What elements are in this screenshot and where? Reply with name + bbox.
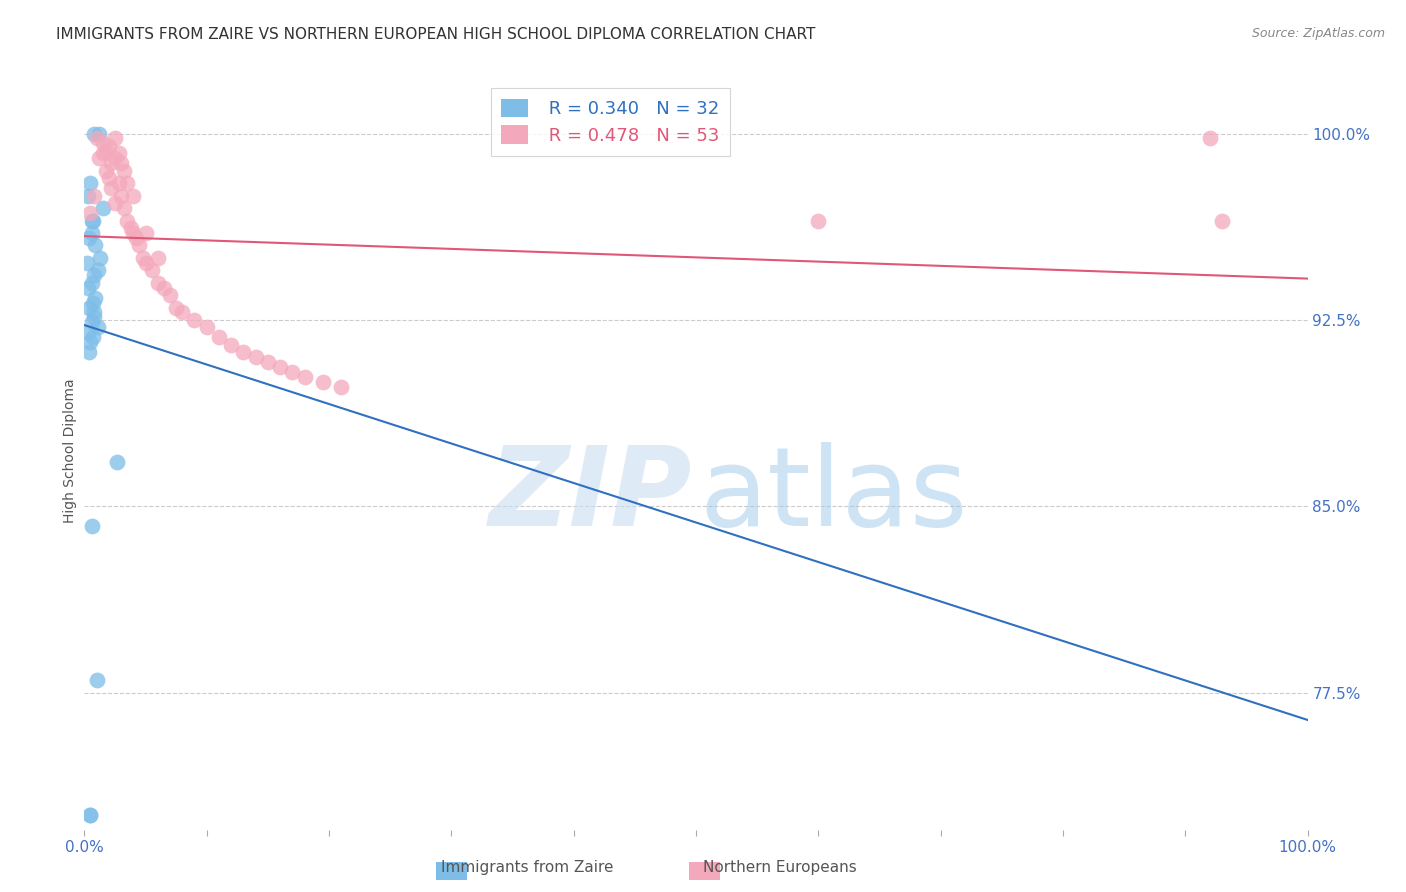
Point <box>76 256 98 270</box>
Point <box>122 188 145 202</box>
Point <box>97 171 120 186</box>
Point <box>128 238 150 252</box>
Point <box>112 201 135 215</box>
Legend:  R = 0.340   N = 32,  R = 0.478   N = 53: R = 0.340 N = 32, R = 0.478 N = 53 <box>491 88 730 155</box>
Point <box>153 280 176 294</box>
Point <box>104 196 127 211</box>
Point <box>87 320 110 334</box>
Point <box>122 226 145 240</box>
Point <box>312 375 335 389</box>
Point <box>100 156 122 170</box>
Point <box>294 370 316 384</box>
Point <box>105 455 128 469</box>
Point <box>807 213 830 227</box>
Point <box>79 176 101 190</box>
Point <box>125 231 148 245</box>
Point <box>77 301 100 315</box>
Point <box>159 288 181 302</box>
Point <box>79 206 101 220</box>
Point <box>120 221 142 235</box>
Point <box>79 807 101 822</box>
Y-axis label: High School Diploma: High School Diploma <box>63 378 77 523</box>
Text: IMMIGRANTS FROM ZAIRE VS NORTHERN EUROPEAN HIGH SCHOOL DIPLOMA CORRELATION CHART: IMMIGRANTS FROM ZAIRE VS NORTHERN EUROPE… <box>56 27 815 42</box>
Point <box>82 213 104 227</box>
Point <box>77 345 100 359</box>
Point <box>107 176 129 190</box>
Point <box>80 213 103 227</box>
Point <box>80 276 103 290</box>
Point <box>82 295 104 310</box>
Point <box>86 131 108 145</box>
Text: Immigrants from Zaire: Immigrants from Zaire <box>441 861 613 875</box>
Point <box>77 280 100 294</box>
Point <box>77 231 100 245</box>
Point <box>83 310 105 325</box>
Point <box>115 213 138 227</box>
Point <box>97 139 120 153</box>
Point <box>132 251 155 265</box>
Point <box>172 305 194 319</box>
Point <box>208 330 231 344</box>
Point <box>83 305 105 319</box>
Point <box>257 355 280 369</box>
Point <box>146 276 169 290</box>
Point <box>232 345 254 359</box>
Point <box>80 519 103 533</box>
Point <box>86 673 108 688</box>
Point <box>91 136 114 151</box>
Point <box>83 188 105 202</box>
Point <box>146 251 169 265</box>
Point <box>219 338 242 352</box>
Point <box>165 301 187 315</box>
Point <box>79 807 101 822</box>
Point <box>245 350 267 364</box>
Point <box>104 152 127 166</box>
Text: Source: ZipAtlas.com: Source: ZipAtlas.com <box>1251 27 1385 40</box>
Point <box>84 291 107 305</box>
Point <box>1211 213 1233 227</box>
Point <box>281 365 304 379</box>
Point <box>91 146 114 161</box>
Bar <box>689 862 720 880</box>
Point <box>269 360 291 375</box>
Point <box>83 268 105 283</box>
Point <box>87 152 110 166</box>
Point <box>115 176 138 190</box>
Point <box>83 127 105 141</box>
Point <box>96 144 118 158</box>
Point <box>112 163 135 178</box>
Point <box>80 315 103 329</box>
Point <box>141 263 163 277</box>
Point <box>183 313 205 327</box>
Point <box>104 131 127 145</box>
Point <box>80 226 103 240</box>
Point <box>135 256 157 270</box>
Point <box>110 156 132 170</box>
Point <box>82 330 104 344</box>
Point <box>107 146 129 161</box>
Point <box>91 201 114 215</box>
Point <box>79 335 101 350</box>
Point <box>87 263 110 277</box>
Text: ZIP: ZIP <box>489 442 692 549</box>
Point <box>1198 131 1220 145</box>
Point <box>135 226 157 240</box>
Bar <box>436 862 467 880</box>
Point <box>87 127 110 141</box>
Point <box>195 320 218 334</box>
Point <box>330 380 353 394</box>
Point <box>89 251 111 265</box>
Point <box>77 326 100 340</box>
Point <box>100 181 122 195</box>
Text: Northern Europeans: Northern Europeans <box>703 861 858 875</box>
Point <box>96 163 118 178</box>
Text: atlas: atlas <box>700 442 969 549</box>
Point <box>110 188 132 202</box>
Point <box>77 188 100 202</box>
Point <box>84 238 107 252</box>
